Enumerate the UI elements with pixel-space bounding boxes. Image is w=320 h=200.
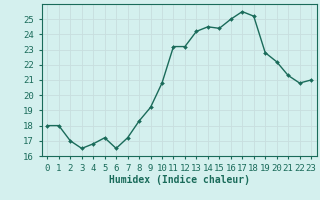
X-axis label: Humidex (Indice chaleur): Humidex (Indice chaleur) <box>109 175 250 185</box>
